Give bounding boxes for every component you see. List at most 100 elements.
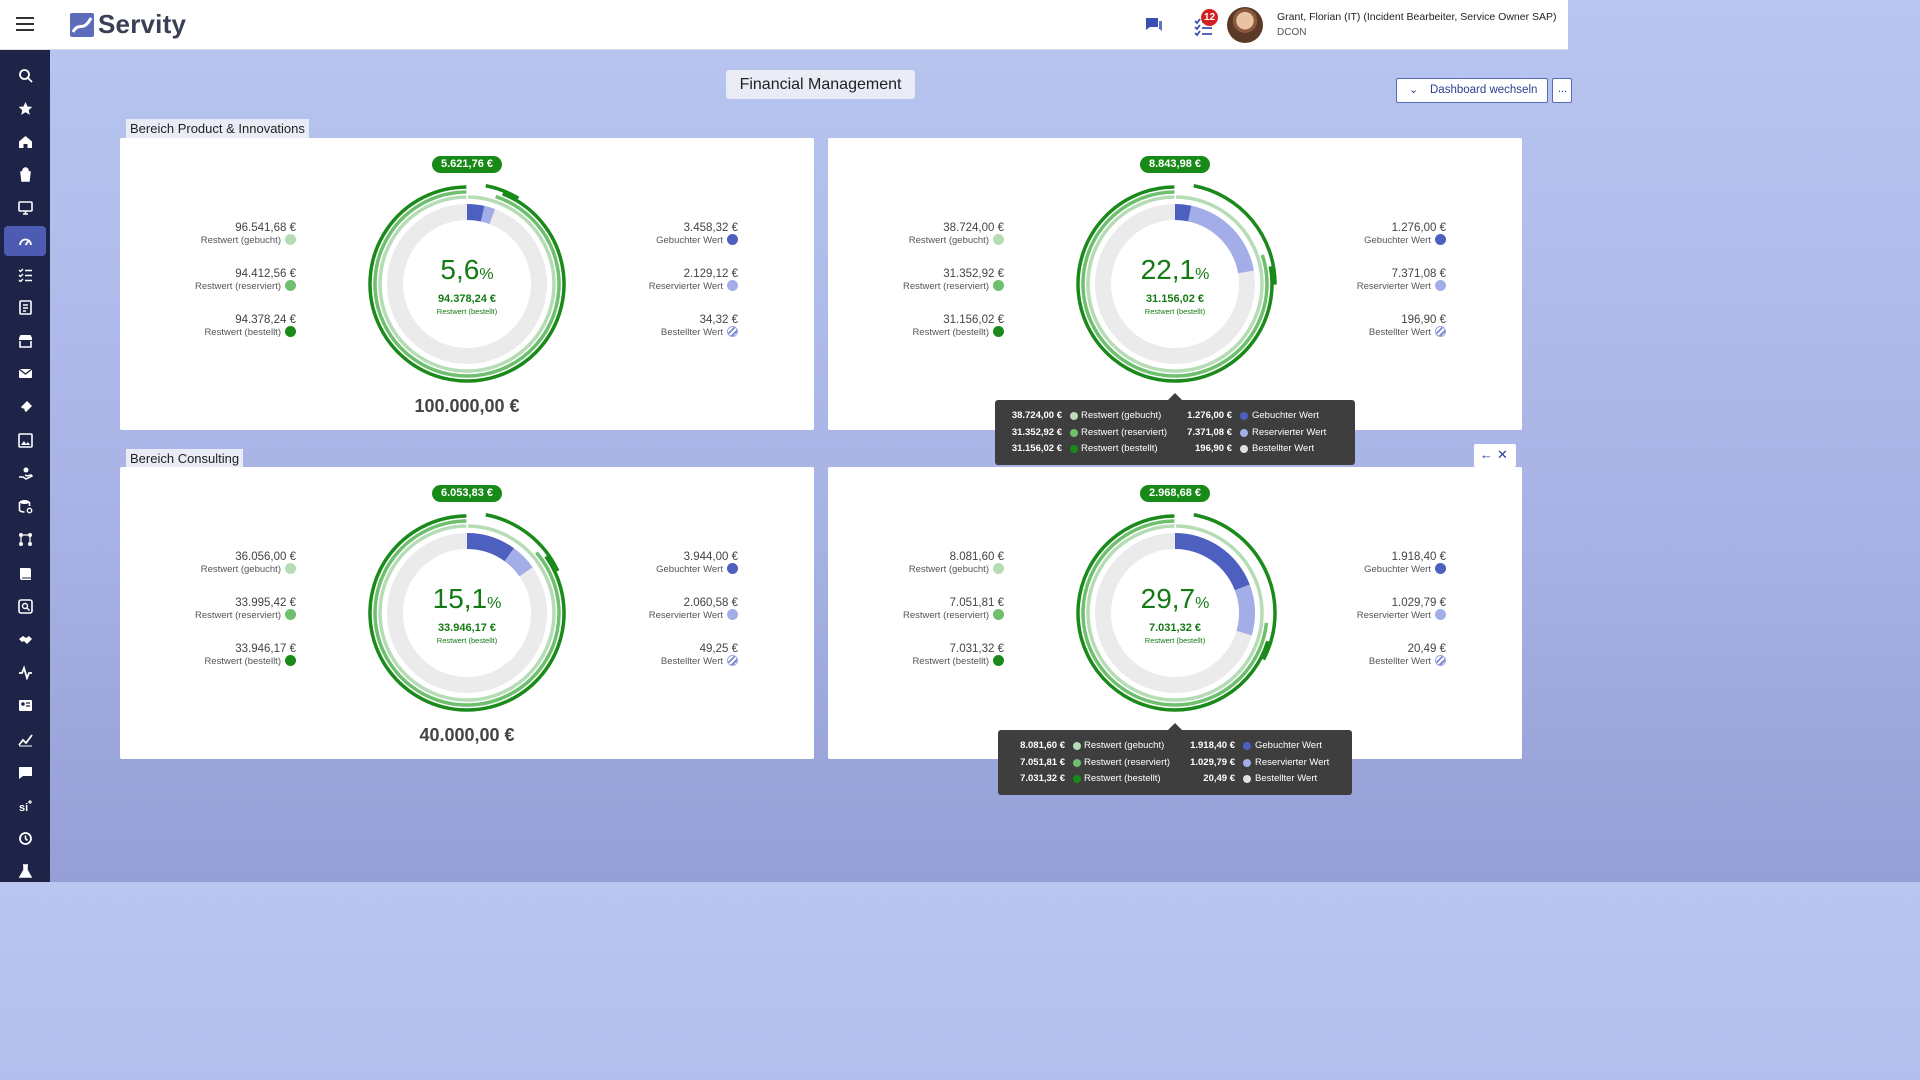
wedge-reservierter-wert bbox=[504, 548, 533, 577]
sidebar-item-history[interactable] bbox=[4, 824, 46, 854]
legend-gebuchter-wert: 3.944,00 € Gebuchter Wert bbox=[656, 551, 738, 575]
budget-total: 40.000,00 € bbox=[419, 725, 515, 745]
center-remaining-value: 33.946,17 € bbox=[437, 622, 497, 634]
book-icon bbox=[19, 567, 31, 580]
legend-value: 196,90 € bbox=[1401, 314, 1446, 326]
sidebar-item-activity[interactable] bbox=[4, 658, 46, 688]
workflow-icon bbox=[18, 533, 32, 547]
spent-total-badge: 5.621,76 € bbox=[432, 156, 502, 173]
legend-label: Restwert (gebucht) bbox=[200, 235, 281, 246]
legend-value: 3.944,00 € bbox=[683, 551, 738, 563]
ring-outer-tail bbox=[1193, 513, 1277, 661]
sidebar-item-lab-flask[interactable] bbox=[4, 857, 46, 887]
sidebar-item-search[interactable] bbox=[4, 60, 46, 90]
legend-dot bbox=[727, 234, 738, 245]
ring-restwert-gebucht bbox=[1086, 524, 1264, 702]
sidebar-item-document-list[interactable] bbox=[4, 292, 46, 322]
tooltip-dot bbox=[1243, 758, 1251, 767]
sidebar-item-shopping-bag[interactable] bbox=[4, 160, 46, 190]
sidebar-item-mail[interactable] bbox=[4, 359, 46, 389]
sidebar-item-contact-card[interactable] bbox=[4, 691, 46, 721]
sidebar-item-star[interactable] bbox=[4, 93, 46, 123]
sidebar-item-task-list[interactable] bbox=[4, 259, 46, 289]
legend-dot-hatched bbox=[727, 326, 738, 337]
budget-donut-chart[interactable] bbox=[120, 467, 814, 759]
legend-value: 94.378,24 € bbox=[235, 314, 296, 326]
legend-dot bbox=[285, 234, 296, 245]
legend-value: 7.051,81 € bbox=[949, 597, 1004, 609]
tooltip-label: Restwert (gebucht) bbox=[1084, 740, 1165, 751]
menu-icon[interactable] bbox=[16, 17, 34, 31]
percent-unit: % bbox=[479, 266, 494, 283]
center-remaining-label: Restwert (bestellt) bbox=[436, 307, 498, 316]
chevron-down-icon: ⌄ bbox=[1409, 84, 1419, 96]
sidebar-item-home[interactable] bbox=[4, 126, 46, 156]
legend-label: Restwert (reserviert) bbox=[194, 610, 281, 621]
sidebar-item-workflow[interactable] bbox=[4, 525, 46, 555]
legend-reservierter-wert: 2.129,12 € Reservierter Wert bbox=[649, 268, 738, 292]
legend-label: Restwert (reserviert) bbox=[194, 281, 281, 292]
legend-restwert-bestellt: 31.156,02 € Restwert (bestellt) bbox=[912, 314, 1004, 338]
legend-bestellter-wert: 49,25 € Bestellter Wert bbox=[661, 643, 738, 667]
budget-donut-chart[interactable] bbox=[120, 138, 814, 430]
legend-value: 36.056,00 € bbox=[235, 551, 296, 563]
legend-label: Gebuchter Wert bbox=[656, 564, 723, 575]
budget-donut-chart[interactable] bbox=[828, 467, 1522, 759]
mail-icon bbox=[18, 368, 32, 379]
legend-value: 1.276,00 € bbox=[1391, 222, 1446, 234]
tooltip-value: 1.918,40 € bbox=[1190, 740, 1235, 751]
legend-bestellter-wert: 20,49 € Bestellter Wert bbox=[1369, 643, 1446, 667]
sidebar-item-store[interactable] bbox=[4, 326, 46, 356]
legend-dot bbox=[1435, 234, 1446, 245]
lab-flask-icon bbox=[18, 864, 32, 879]
sidebar-item-search-document[interactable] bbox=[4, 591, 46, 621]
budget-donut-chart[interactable] bbox=[828, 138, 1522, 430]
percent-used: 22,1% bbox=[1115, 254, 1235, 286]
legend-label: Restwert (reserviert) bbox=[902, 281, 989, 292]
legend-dot bbox=[727, 280, 738, 291]
close-icon[interactable]: ✕ bbox=[1497, 447, 1508, 462]
sidebar-item-database-settings[interactable] bbox=[4, 492, 46, 522]
user-name[interactable]: Grant, Florian (IT) (Incident Bearbeiter… bbox=[1277, 11, 1557, 23]
sidebar: si bbox=[0, 50, 50, 882]
tooltip-value: 31.352,92 € bbox=[1011, 426, 1062, 438]
sidebar-item-chat[interactable] bbox=[4, 757, 46, 787]
percent-unit: % bbox=[1195, 595, 1210, 612]
tooltip-label: Restwert (gebucht) bbox=[1081, 410, 1162, 421]
avatar[interactable] bbox=[1227, 7, 1263, 43]
servity-logo-icon bbox=[70, 13, 94, 37]
percent-used: 29,7% bbox=[1115, 583, 1235, 615]
legend-label: Bestellter Wert bbox=[660, 656, 723, 667]
tooltip-value: 7.371,08 € bbox=[1187, 426, 1232, 438]
legend-value: 2.060,58 € bbox=[683, 597, 738, 609]
more-options-button[interactable]: ... bbox=[1552, 78, 1572, 103]
chat-icon[interactable] bbox=[1144, 15, 1164, 35]
sidebar-item-image-report[interactable] bbox=[4, 425, 46, 455]
user-org: DCON bbox=[1277, 27, 1307, 38]
ring-restwert-reserviert bbox=[373, 190, 561, 378]
sidebar-item-si-ai[interactable]: si bbox=[4, 790, 46, 820]
task-list-icon bbox=[18, 268, 32, 282]
legend-label: Restwert (gebucht) bbox=[908, 564, 989, 575]
top-bar: Servity 12 Grant, Florian (IT) (Incident… bbox=[0, 0, 1568, 50]
tooltip-label: Reservierter Wert bbox=[1255, 756, 1330, 768]
tooltip-value: 7.051,81 € bbox=[1020, 756, 1065, 768]
si-ai-icon: si bbox=[19, 799, 32, 813]
hand-service-icon bbox=[18, 467, 33, 480]
arrow-left-icon[interactable]: ← bbox=[1480, 447, 1493, 462]
sidebar-item-monitor[interactable] bbox=[4, 193, 46, 223]
sidebar-item-handshake[interactable] bbox=[4, 624, 46, 654]
chart-tooltip: 8.081,60 € Restwert (gebucht) 1.918,40 €… bbox=[998, 730, 1352, 795]
legend-bestellter-wert: 34,32 € Bestellter Wert bbox=[661, 314, 738, 338]
ticket-icon bbox=[20, 400, 32, 412]
sidebar-item-line-chart[interactable] bbox=[4, 724, 46, 754]
sidebar-item-book[interactable] bbox=[4, 558, 46, 588]
dashboard-switch-button[interactable]: ⌄ Dashboard wechseln bbox=[1396, 78, 1548, 103]
budget-card: 8.843,98 €22,1% 31.156,02 € Restwert (best… bbox=[828, 138, 1522, 430]
sidebar-item-dashboard-gauge[interactable] bbox=[4, 226, 46, 256]
activity-icon bbox=[18, 665, 32, 681]
sidebar-item-hand-service[interactable] bbox=[4, 458, 46, 488]
contact-card-icon bbox=[18, 700, 32, 712]
sidebar-item-ticket[interactable] bbox=[4, 392, 46, 422]
legend-dot bbox=[1435, 563, 1446, 574]
